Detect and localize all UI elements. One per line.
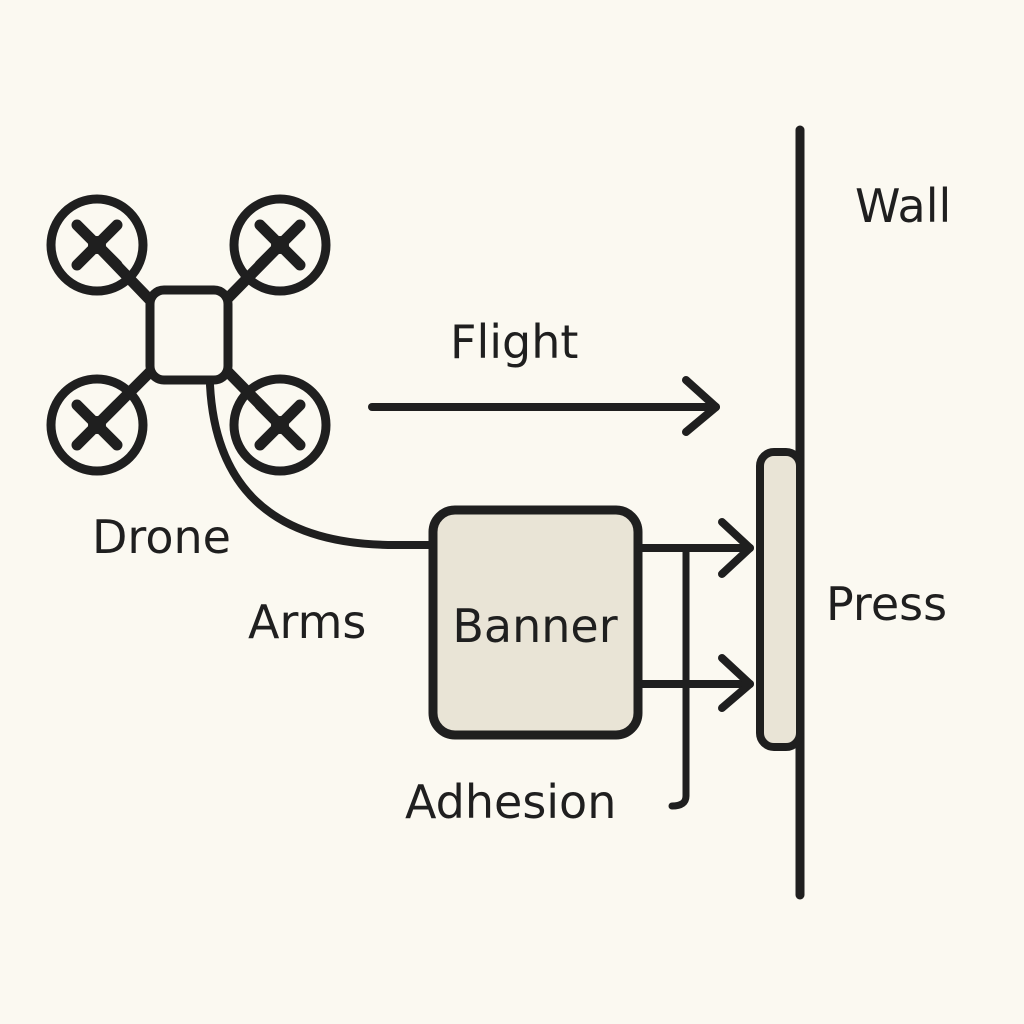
wall-label: Wall: [855, 179, 951, 233]
arms-label: Arms: [248, 595, 366, 649]
flight-label: Flight: [450, 315, 578, 369]
rotor-bottom-left-icon: [51, 379, 143, 471]
rotor-bottom-right-icon: [234, 379, 326, 471]
upper-adhesion-arrow: [636, 518, 754, 578]
press-pad: [756, 448, 804, 751]
adhesion-label: Adhesion: [405, 775, 616, 829]
rotor-top-right-icon: [234, 199, 326, 291]
lower-adhesion-arrow: [636, 654, 754, 712]
flight-arrow: [368, 376, 720, 436]
arm-cable: [206, 381, 439, 549]
banner-box: [428, 505, 643, 740]
drone-body: [145, 285, 233, 385]
press-label: Press: [826, 577, 947, 631]
rotor-top-left-icon: [51, 199, 143, 291]
adhesion-leader: [668, 544, 690, 810]
drone-label: Drone: [92, 510, 231, 564]
drone: [51, 199, 326, 471]
banner-label: Banner: [452, 599, 617, 653]
